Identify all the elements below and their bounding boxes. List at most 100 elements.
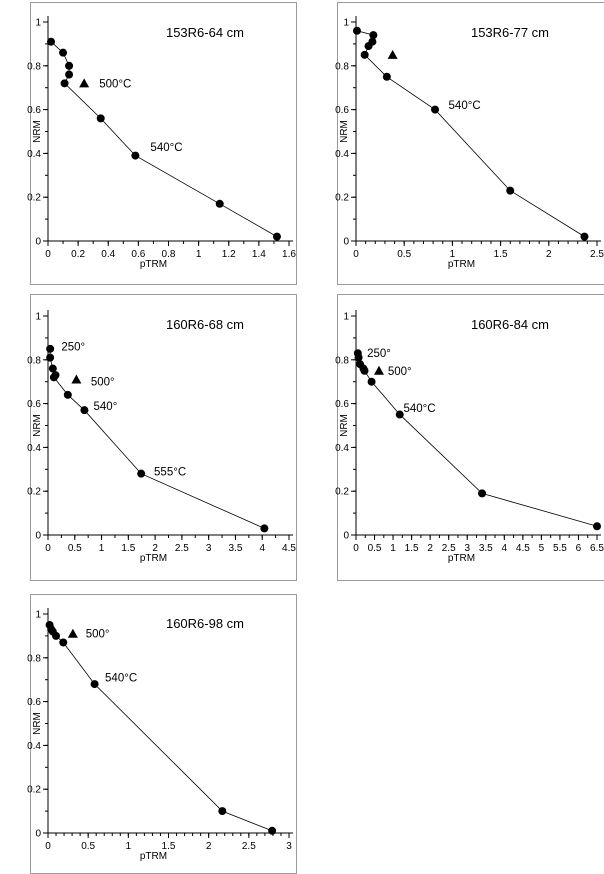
data-point bbox=[63, 390, 72, 399]
temperature-annotation: 540°C bbox=[449, 100, 481, 112]
y-tick-label: 1 bbox=[35, 312, 41, 323]
data-point bbox=[65, 61, 74, 70]
y-tick-label: 0.6 bbox=[27, 399, 41, 410]
data-point bbox=[364, 42, 373, 51]
y-tick-label: 0 bbox=[35, 237, 41, 248]
chart-panel-5: 0 0.2 0.4 0.6 0.8 1 0 0.5 1 1.5 2 2.5 3 pTRM NRM 160R6-… bbox=[27, 594, 297, 874]
data-point bbox=[218, 807, 227, 816]
sample-title: 153R6-77 cm bbox=[471, 25, 549, 40]
data-point bbox=[49, 373, 58, 382]
y-tick-label: 0.8 bbox=[335, 355, 349, 366]
temperature-annotation: 500° bbox=[388, 366, 412, 378]
x-tick-label: 1.2 bbox=[222, 249, 236, 260]
y-tick-label: 0 bbox=[35, 531, 41, 542]
temperature-annotation: 540° bbox=[94, 401, 118, 413]
data-series-line bbox=[50, 41, 278, 237]
data-series-line bbox=[357, 353, 598, 527]
x-tick-label: 3 bbox=[286, 841, 292, 852]
x-tick-label: 1.6 bbox=[282, 249, 296, 260]
y-tick-label: 0.4 bbox=[335, 443, 349, 454]
data-series-line bbox=[356, 30, 585, 237]
x-tick-label: 0.2 bbox=[71, 249, 85, 260]
data-point bbox=[272, 232, 281, 241]
y-tick-label: 0.8 bbox=[27, 61, 41, 72]
x-tick-label: 4.5 bbox=[516, 543, 530, 554]
data-point bbox=[268, 826, 277, 835]
data-point bbox=[131, 151, 140, 160]
x-tick-label: 2 bbox=[206, 841, 212, 852]
y-tick-label: 0.2 bbox=[27, 785, 41, 796]
y-tick-label: 0.4 bbox=[27, 741, 41, 752]
y-axis-title: NRM bbox=[32, 414, 43, 437]
x-tick-label: 1 bbox=[196, 249, 202, 260]
ptrm-check-triangle bbox=[67, 628, 78, 638]
temperature-annotation: 500° bbox=[86, 629, 110, 641]
y-tick-label: 0.2 bbox=[27, 193, 41, 204]
data-point bbox=[215, 199, 224, 208]
x-tick-label: 1 bbox=[126, 841, 132, 852]
x-tick-label: 0.4 bbox=[101, 249, 115, 260]
x-tick-label: 2 bbox=[546, 249, 552, 260]
temperature-annotation: 540°C bbox=[403, 403, 435, 415]
data-point bbox=[46, 353, 55, 362]
temperature-annotation: 250° bbox=[367, 348, 391, 360]
data-point bbox=[47, 37, 56, 46]
data-point bbox=[59, 638, 68, 647]
panel-frame bbox=[30, 2, 297, 285]
data-point bbox=[96, 114, 105, 123]
data-point bbox=[354, 353, 363, 362]
y-tick-label: 0.2 bbox=[27, 487, 41, 498]
x-tick-label: 4 bbox=[502, 543, 508, 554]
y-axis-title: NRM bbox=[339, 120, 350, 143]
x-axis-title: pTRM bbox=[140, 259, 167, 270]
sample-title: 153R6-64 cm bbox=[166, 25, 244, 40]
x-tick-label: 0 bbox=[353, 249, 359, 260]
data-point bbox=[360, 366, 369, 375]
sample-title: 160R6-84 cm bbox=[471, 317, 549, 332]
data-point bbox=[367, 377, 376, 386]
chart-panel-3: 0 0.2 0.4 0.6 0.8 1 0 0.5 1 1.5 2 2.5 3 3.5 4 4.5 pTRM NR… bbox=[27, 294, 297, 581]
x-axis-title: pTRM bbox=[140, 553, 167, 564]
data-point bbox=[137, 469, 146, 478]
data-point bbox=[395, 410, 404, 419]
data-point bbox=[60, 79, 69, 88]
y-tick-label: 0.4 bbox=[27, 443, 41, 454]
panel-frame bbox=[337, 294, 604, 581]
y-tick-label: 0.8 bbox=[27, 653, 41, 664]
data-point bbox=[352, 26, 361, 35]
x-tick-label: 2.5 bbox=[175, 543, 189, 554]
data-point bbox=[65, 70, 74, 79]
temperature-annotation: 500°C bbox=[99, 78, 131, 90]
y-tick-label: 0.6 bbox=[335, 105, 349, 116]
data-series-line bbox=[49, 624, 273, 832]
y-tick-label: 0 bbox=[35, 829, 41, 840]
temperature-annotation: 540°C bbox=[150, 142, 182, 154]
x-tick-label: 3 bbox=[464, 543, 470, 554]
data-point bbox=[478, 489, 487, 498]
x-tick-label: 0 bbox=[45, 249, 51, 260]
x-tick-label: 4.5 bbox=[282, 543, 296, 554]
x-tick-label: 6 bbox=[576, 543, 582, 554]
ptrm-check-triangle bbox=[373, 365, 384, 375]
x-tick-label: 2 bbox=[427, 543, 433, 554]
y-axis-title: NRM bbox=[32, 712, 43, 735]
panel-frame bbox=[337, 2, 604, 285]
data-point bbox=[260, 524, 269, 533]
data-point bbox=[593, 522, 601, 531]
chart-panel-1: 0 0.2 0.4 0.6 0.8 1 0 0.2 0.4 0.6 0.8 1 1.2 1.4 1.6 pTR… bbox=[27, 2, 297, 285]
temperature-annotation: 500° bbox=[91, 377, 115, 389]
y-tick-label: 0 bbox=[343, 531, 349, 542]
y-tick-label: 1 bbox=[343, 18, 349, 29]
y-tick-label: 1 bbox=[35, 18, 41, 29]
x-tick-label: 0 bbox=[45, 543, 51, 554]
x-axis-title: pTRM bbox=[448, 553, 475, 564]
x-axis-title: pTRM bbox=[448, 259, 475, 270]
x-axis-title: pTRM bbox=[140, 851, 167, 862]
data-point bbox=[506, 186, 515, 195]
y-tick-label: 0.2 bbox=[335, 487, 349, 498]
data-point bbox=[360, 50, 369, 59]
x-tick-label: 2 bbox=[152, 543, 158, 554]
data-point bbox=[48, 364, 57, 373]
x-tick-label: 1 bbox=[450, 249, 456, 260]
x-tick-label: 6.5 bbox=[590, 543, 604, 554]
